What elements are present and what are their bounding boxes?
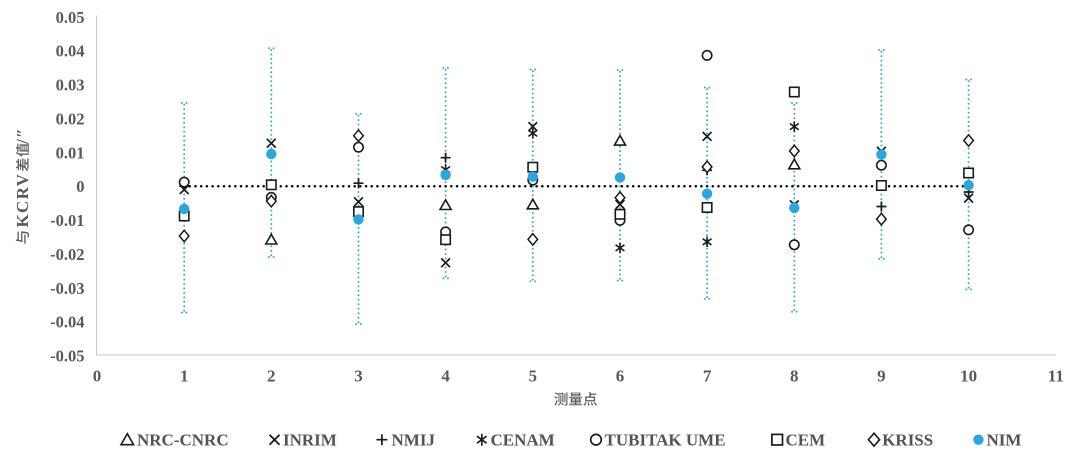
svg-text:3: 3 xyxy=(354,367,363,386)
svg-text:0.05: 0.05 xyxy=(56,8,85,27)
svg-text:-0.05: -0.05 xyxy=(50,347,84,366)
svg-text:0.04: 0.04 xyxy=(56,42,85,61)
svg-text:1: 1 xyxy=(180,367,189,386)
svg-text:11: 11 xyxy=(1048,367,1064,386)
svg-text:CEM: CEM xyxy=(786,431,826,450)
svg-text:NIM: NIM xyxy=(987,431,1022,450)
svg-text:CENAM: CENAM xyxy=(491,431,555,450)
svg-text:INRIM: INRIM xyxy=(283,431,337,450)
svg-text:-0.02: -0.02 xyxy=(50,245,84,264)
svg-text:10: 10 xyxy=(960,367,977,386)
svg-text:TUBITAK UME: TUBITAK UME xyxy=(605,431,726,450)
svg-text:NRC-CNRC: NRC-CNRC xyxy=(137,431,229,450)
svg-text:-0.01: -0.01 xyxy=(50,211,84,230)
svg-text:NMIJ: NMIJ xyxy=(392,431,436,450)
svg-text:8: 8 xyxy=(790,367,799,386)
svg-text:0.03: 0.03 xyxy=(56,76,85,95)
svg-text:″: ″ xyxy=(13,129,32,138)
svg-text:KRISS: KRISS xyxy=(882,431,933,450)
svg-text:9: 9 xyxy=(877,367,886,386)
svg-text:0.01: 0.01 xyxy=(56,143,85,162)
svg-text:-0.03: -0.03 xyxy=(50,279,84,298)
svg-text:/: / xyxy=(13,139,32,145)
svg-text:-0.04: -0.04 xyxy=(50,313,84,332)
svg-text:0.02: 0.02 xyxy=(56,109,85,128)
svg-text:KCRV: KCRV xyxy=(13,173,32,228)
svg-text:6: 6 xyxy=(616,367,625,386)
svg-text:0: 0 xyxy=(93,367,102,386)
svg-text:5: 5 xyxy=(529,367,538,386)
svg-text:7: 7 xyxy=(703,367,712,386)
svg-text:4: 4 xyxy=(441,367,450,386)
svg-text:2: 2 xyxy=(267,367,276,386)
svg-text:0: 0 xyxy=(76,177,84,196)
